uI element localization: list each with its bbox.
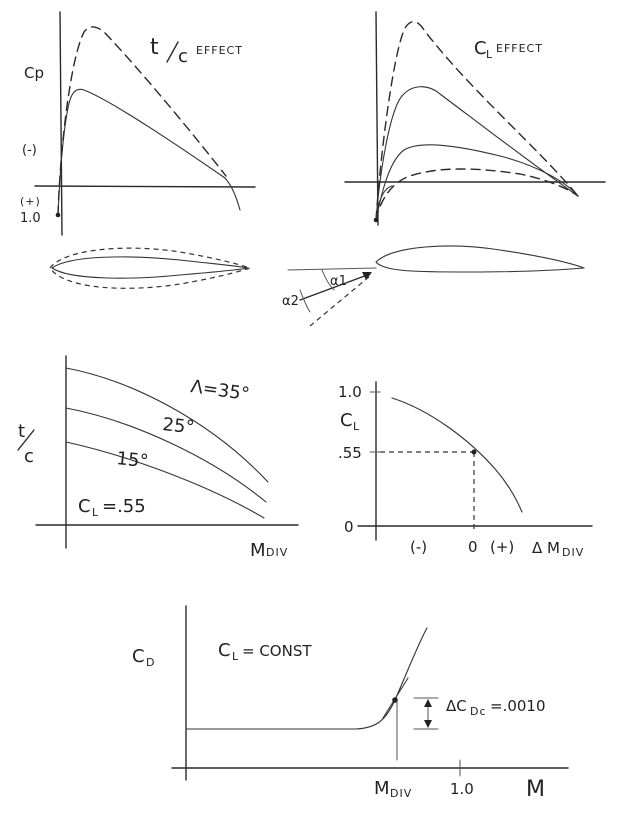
cl-dashed-low	[375, 168, 579, 221]
cl-alpha1-arrow	[299, 273, 371, 301]
dm-x-zero: 0	[468, 538, 478, 556]
sweep-ylabel-slash	[17, 429, 35, 451]
tc-y-axis	[59, 11, 63, 236]
dm-tick-mid-label: .55	[338, 444, 362, 462]
dm-curve	[391, 397, 523, 513]
dm-xlabel-sub: DIV	[562, 546, 584, 559]
tc-title-word: EFFECT	[196, 44, 243, 57]
dm-x-minus: (-)	[410, 538, 427, 556]
cd-x-one: 1.0	[450, 780, 474, 798]
sweep-label-35: Λ=35°	[189, 376, 251, 405]
tc-airfoil-thick	[49, 247, 252, 289]
sweep-cl-note-l: L	[92, 506, 99, 519]
sweep-ylabel-c: c	[24, 446, 34, 467]
panel-cd: C D C L = CONST ΔC Dc =.0010 M DIV 1.0 M	[132, 605, 569, 802]
tc-plus-label: (+)	[20, 195, 41, 208]
cl-alpha1-arrowhead	[362, 272, 372, 280]
cd-x-mdiv-m: M	[374, 778, 390, 799]
cl-alpha2-arc	[299, 289, 311, 313]
tc-title-t: t	[150, 35, 159, 60]
cl-y-axis	[375, 11, 379, 226]
cl-title-word: EFFECT	[496, 42, 543, 55]
cl-origin-dot	[373, 217, 379, 223]
tc-airfoil-thin	[51, 256, 249, 279]
cl-dashed-high	[375, 21, 579, 221]
cl-solid-low	[375, 144, 579, 221]
cl-solid-mid	[375, 86, 579, 221]
dm-xlabel-m: M	[547, 539, 560, 557]
tc-title-c: c	[178, 46, 188, 67]
tc-origin-dot	[55, 212, 61, 218]
dm-x-plus: (+)	[490, 538, 514, 556]
panel-tc-effect: t c EFFECT Cp (-) (+) 1.0	[20, 11, 256, 289]
sweep-label-15: 15°	[115, 448, 149, 472]
dm-tick-top-label: 1.0	[338, 383, 362, 401]
cd-delta-arrow-down	[424, 720, 432, 728]
tc-x-axis	[34, 185, 256, 188]
panel-sweep: t c Λ=35° 25° 15° C L =.55 M DIV	[17, 355, 299, 561]
sweep-xlabel-m: M	[250, 540, 266, 561]
sweep-curve-35	[65, 367, 269, 483]
tc-minus-label: (-)	[22, 143, 37, 158]
cl-title-c: C	[474, 38, 487, 59]
cd-delta-arrow-up	[424, 699, 432, 707]
cd-note-rest: = CONST	[242, 642, 312, 660]
cd-x-m: M	[526, 777, 545, 802]
cd-note-c: C	[218, 640, 231, 661]
sweep-cl-note-c: C	[78, 496, 91, 517]
panel-cl-effect: C L EFFECT α1 α2	[282, 11, 606, 327]
tc-dashed-curve	[57, 26, 227, 216]
sweep-curve-15	[65, 441, 265, 519]
sweep-cl-note-val: =.55	[102, 496, 146, 517]
panel-delta-mdiv: 1.0 C L .55 0 (-) 0 (+) Δ M DIV	[338, 381, 593, 559]
cl-alpha2-label: α2	[282, 294, 299, 309]
dm-tick-zero-label: 0	[344, 518, 354, 536]
sweep-xlabel-sub: DIV	[266, 546, 288, 559]
tc-one-label: 1.0	[20, 211, 41, 226]
cd-x-mdiv-sub: DIV	[390, 787, 412, 800]
tc-title-slash	[166, 41, 179, 63]
cd-note-l: L	[232, 650, 239, 663]
sweep-curve-25	[65, 407, 267, 503]
dm-ylabel-c: C	[340, 410, 353, 431]
dm-xlabel-delta: Δ	[532, 539, 543, 557]
dm-marked-point	[471, 449, 477, 455]
cd-delta-val: =.0010	[490, 697, 546, 715]
sweep-label-25: 25°	[161, 414, 195, 438]
tc-solid-curve	[57, 88, 241, 216]
cd-ylabel-d: D	[146, 656, 155, 669]
sweep-ylabel-t: t	[18, 421, 25, 442]
cl-airfoil	[375, 245, 585, 273]
dm-ylabel-l: L	[353, 420, 360, 433]
cd-mdiv-point	[392, 697, 398, 703]
cd-delta-sub: Dc	[470, 705, 487, 718]
cl-title-l: L	[486, 48, 493, 61]
tc-ylabel: Cp	[24, 64, 44, 82]
cd-delta-prefix: ΔC	[446, 697, 467, 715]
cl-alpha1-arc	[321, 269, 335, 291]
cd-ylabel-c: C	[132, 646, 145, 667]
cl-inner-curve	[375, 185, 393, 221]
cl-freestream-line	[287, 267, 377, 271]
cl-alpha2-line	[309, 275, 371, 327]
cl-alpha1-label: α1	[330, 274, 347, 289]
